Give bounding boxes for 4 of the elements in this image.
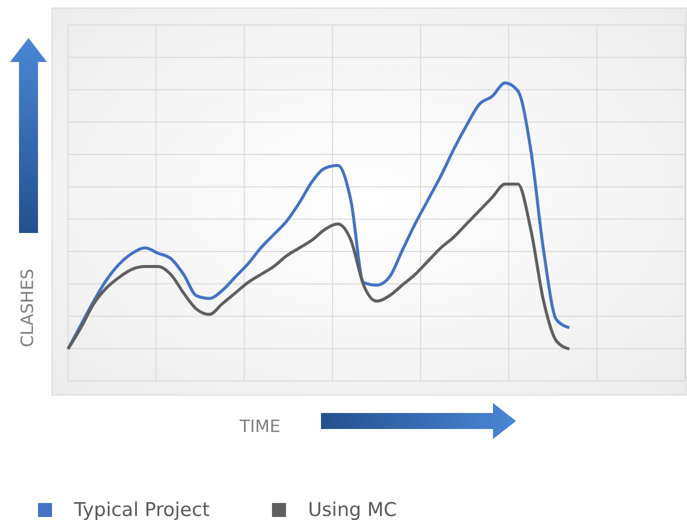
y-axis-title: CLASHES — [18, 268, 38, 348]
legend-label: Typical Project — [73, 499, 210, 520]
legend-label: Using MC — [308, 499, 397, 520]
x-axis-title: TIME — [238, 417, 280, 437]
